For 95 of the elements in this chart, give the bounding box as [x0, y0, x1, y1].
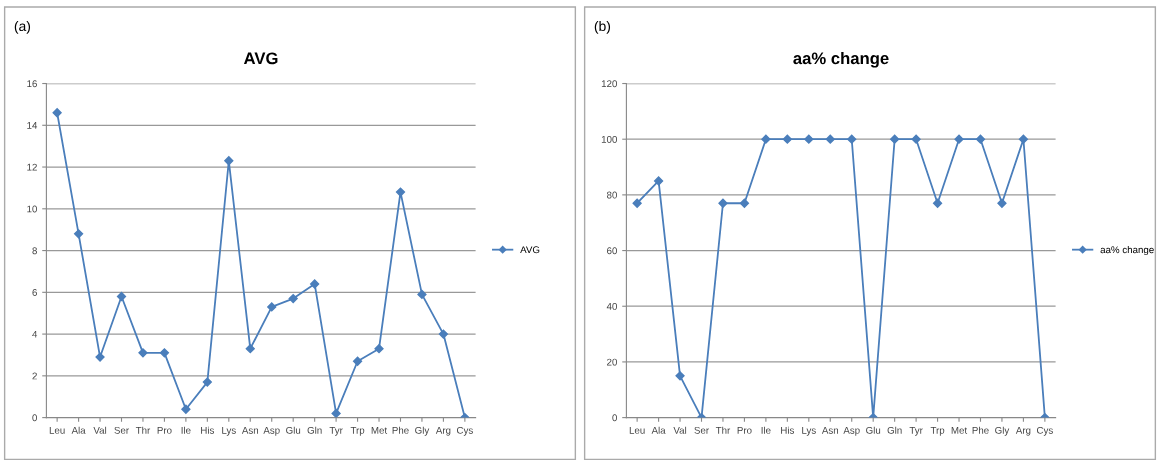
x-tick-label: His — [201, 426, 215, 434]
point — [138, 348, 148, 358]
point — [653, 176, 664, 186]
x-tick-label: Met — [371, 426, 388, 434]
x-tick-label: Glu — [866, 426, 881, 434]
x-tick-label: Trp — [930, 426, 945, 436]
x-tick-label: Leu — [629, 426, 645, 434]
x-tick-label: Asn — [241, 426, 259, 434]
x-tick-label: Phe — [392, 426, 409, 434]
point — [73, 229, 84, 239]
y-tick-label: 12 — [27, 163, 37, 171]
y-tick-label: 16 — [27, 80, 37, 88]
y-tick-label: 80 — [606, 191, 617, 199]
y-tick-label: 6 — [32, 289, 37, 296]
point — [438, 329, 449, 339]
x-tick-label: Ala — [71, 426, 86, 434]
y-tick-label: 2 — [32, 372, 37, 380]
chart-title: AVG — [243, 52, 278, 65]
y-tick-label: 100 — [601, 135, 617, 143]
x-tick-label: Ser — [114, 426, 129, 434]
point — [267, 302, 277, 312]
y-tick-label: 10 — [27, 205, 37, 213]
y-tick-label: 40 — [606, 302, 617, 310]
point — [159, 348, 170, 358]
x-tick-label: Arg — [1015, 426, 1031, 436]
point — [352, 356, 363, 366]
x-tick-label: Trp — [350, 426, 365, 436]
point — [181, 404, 191, 414]
y-tick-label: 0 — [612, 414, 617, 422]
x-tick-label: Phe — [972, 426, 989, 434]
point — [202, 377, 212, 387]
point — [417, 289, 427, 300]
point — [825, 134, 835, 144]
x-tick-label: Val — [93, 426, 107, 434]
point — [288, 293, 298, 304]
y-tick-label: 8 — [32, 247, 37, 255]
x-tick-label: Ser — [694, 426, 709, 434]
x-tick-label: Cys — [1036, 426, 1053, 436]
x-tick-label: Met — [951, 426, 968, 434]
text: (a) — [14, 20, 31, 34]
point — [804, 134, 814, 144]
y-tick-label: 4 — [32, 330, 38, 338]
x-tick-label: Val — [673, 426, 687, 434]
y-tick-label: 20 — [607, 358, 617, 366]
point — [718, 198, 728, 208]
x-tick-label: Glu — [286, 426, 301, 434]
y-tick-label: 60 — [607, 247, 617, 255]
x-tick-label: Asp — [263, 426, 280, 436]
x-tick-label: Tyr — [329, 426, 343, 436]
y-tick-label: 120 — [601, 80, 617, 88]
x-tick-label: Asn — [821, 426, 839, 434]
text: (b) — [594, 20, 611, 34]
x-tick-label: Gly — [415, 426, 430, 436]
x-tick-label: Ile — [181, 426, 191, 434]
x-tick-label: Ala — [651, 426, 666, 434]
point — [310, 279, 320, 289]
point — [331, 408, 341, 418]
point — [932, 198, 943, 208]
point — [954, 134, 964, 144]
chart-title: aa% change — [793, 52, 889, 68]
point — [395, 187, 406, 197]
point — [847, 134, 857, 144]
x-tick-label: Tyr — [909, 426, 923, 436]
x-tick-label: Gln — [307, 426, 322, 434]
point — [224, 156, 234, 166]
x-tick-label: Thr — [715, 426, 731, 434]
legend-label: aa% change — [1100, 246, 1154, 256]
x-tick-label: Leu — [49, 426, 65, 434]
x-tick-label: Arg — [435, 426, 451, 436]
x-tick-label: Pro — [157, 426, 172, 434]
point — [890, 134, 900, 144]
x-tick-label: Cys — [456, 426, 473, 436]
point — [374, 344, 384, 354]
point — [739, 198, 750, 208]
point — [52, 108, 62, 118]
point — [761, 134, 771, 144]
x-tick-label: Lys — [222, 426, 236, 436]
point — [997, 198, 1007, 208]
x-tick-label: Ile — [761, 426, 771, 434]
point — [632, 198, 642, 208]
y-tick-label: 0 — [32, 414, 37, 422]
x-tick-label: Gly — [995, 426, 1010, 436]
y-tick-label: 14 — [27, 122, 38, 129]
legend-label: AVG — [520, 246, 540, 254]
x-tick-label: Pro — [737, 426, 752, 434]
x-tick-label: Asp — [843, 426, 860, 436]
point — [1018, 134, 1029, 144]
point — [782, 134, 792, 144]
point — [245, 344, 255, 354]
point — [911, 134, 921, 144]
x-tick-label: Thr — [135, 426, 151, 434]
x-tick-label: Lys — [802, 426, 816, 436]
x-tick-label: Gln — [887, 426, 902, 434]
x-tick-label: His — [781, 426, 795, 434]
point — [975, 134, 986, 144]
